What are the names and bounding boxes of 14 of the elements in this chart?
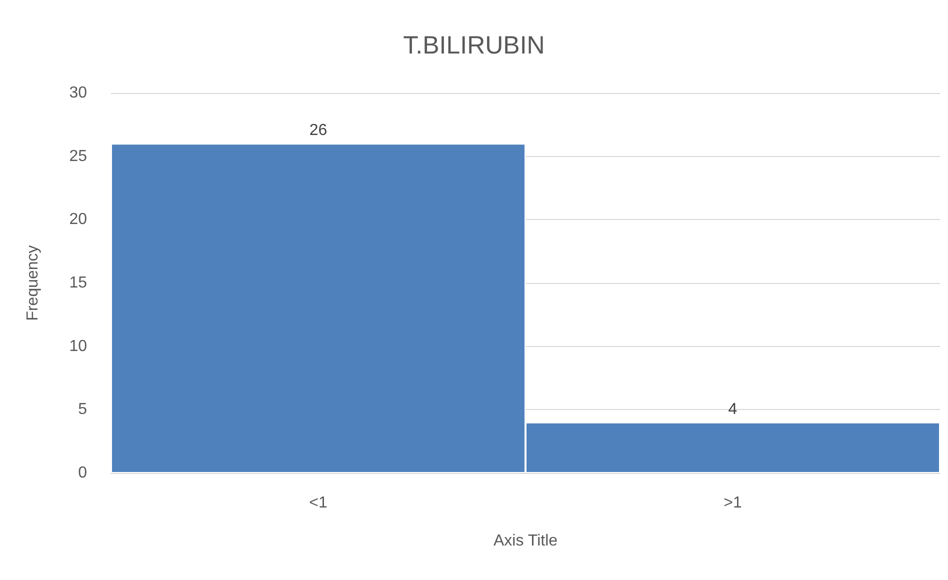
y-tick-label: 15 bbox=[69, 274, 88, 292]
data-label: 4 bbox=[728, 400, 738, 418]
y-tick-label: 25 bbox=[69, 148, 88, 165]
data-label: 26 bbox=[309, 122, 328, 140]
x-axis-title: Axis Title bbox=[493, 532, 558, 550]
y-tick-label: 30 bbox=[69, 84, 88, 102]
x-tick-label: <1 bbox=[309, 494, 328, 512]
y-tick-label: 0 bbox=[78, 464, 88, 482]
chart-title: T.BILIRUBIN bbox=[403, 32, 545, 60]
y-tick-label: 5 bbox=[78, 401, 88, 418]
y-axis-title: Frequency bbox=[24, 245, 42, 321]
x-tick-label: >1 bbox=[724, 494, 742, 512]
y-tick-label: 20 bbox=[69, 211, 88, 228]
y-tick-label: 10 bbox=[69, 338, 88, 355]
